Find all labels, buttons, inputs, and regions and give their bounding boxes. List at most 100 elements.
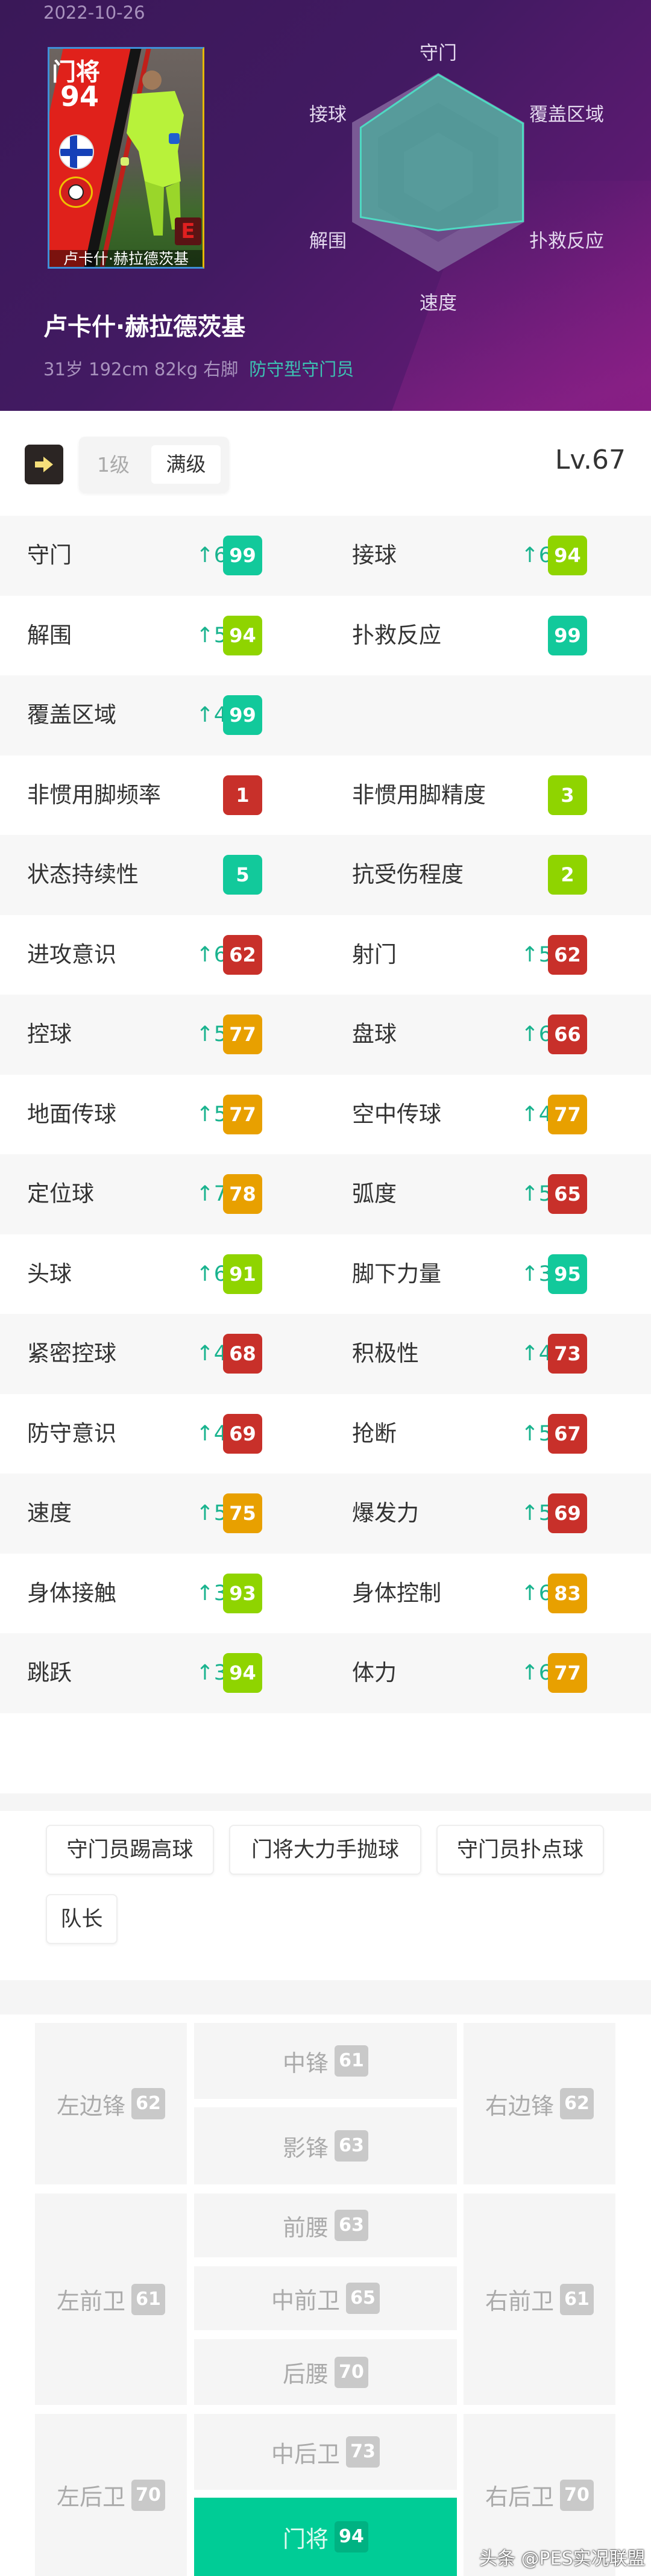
stat-cell: 地面传球 ↑5 77 xyxy=(0,1075,313,1155)
stat-row: 控球 ↑5 77 盘球 ↑6 66 xyxy=(0,995,651,1075)
position-label: 中后卫 xyxy=(271,2440,340,2468)
stat-cell: 覆盖区域 ↑4 99 xyxy=(0,675,313,755)
stat-label: 身体接触 xyxy=(27,1580,116,1606)
position-cell-cmf[interactable]: 中前卫 65 xyxy=(194,2266,457,2330)
stat-label: 体力 xyxy=(352,1660,397,1686)
stat-value-badge: 95 xyxy=(548,1254,587,1294)
stat-row: 解围 ↑5 94 扑救反应 99 xyxy=(0,596,651,676)
position-label: 左边锋 xyxy=(56,2092,125,2119)
stat-cell: 体力 ↑6 77 xyxy=(325,1633,638,1713)
stat-cell: 紧密控球 ↑4 68 xyxy=(0,1314,313,1394)
stats-table: 守门 ↑6 99 接球 ↑6 94 解围 ↑5 94 扑救反应 99 覆盖区域 ↑4 99 非惯用脚频率 1 非… xyxy=(0,516,651,1713)
stat-value-badge: 99 xyxy=(223,536,262,575)
stat-label: 守门 xyxy=(27,542,72,568)
skill-tag[interactable]: 守门员扑点球 xyxy=(436,1825,604,1875)
stat-value-badge: 3 xyxy=(548,775,587,815)
player-role: 防守型守门员 xyxy=(249,359,354,380)
stat-delta: ↑4 xyxy=(521,1102,552,1127)
stat-cell: 守门 ↑6 99 xyxy=(0,516,313,596)
radar-label: 扑救反应 xyxy=(529,230,604,252)
stat-label: 积极性 xyxy=(352,1340,419,1366)
stat-value-badge: 94 xyxy=(548,536,587,575)
stat-value-badge: 78 xyxy=(223,1174,262,1214)
stat-value-badge: 66 xyxy=(548,1014,587,1054)
stat-value-badge: 69 xyxy=(548,1493,587,1533)
stat-row: 守门 ↑6 99 接球 ↑6 94 xyxy=(0,516,651,596)
stat-value-badge: 67 xyxy=(548,1413,587,1454)
stat-cell: 身体控制 ↑6 83 xyxy=(325,1554,638,1634)
radar-label: 解围 xyxy=(309,230,347,252)
radar-label: 守门 xyxy=(420,42,457,64)
stat-label: 扑救反应 xyxy=(352,622,441,648)
stat-row: 定位球 ↑7 78 弧度 ↑5 65 xyxy=(0,1154,651,1234)
stat-cell: 空中传球 ↑4 77 xyxy=(325,1075,638,1155)
stat-delta: ↑4 xyxy=(196,1342,227,1366)
radar-label: 速度 xyxy=(420,292,457,314)
stat-value-badge: 83 xyxy=(548,1573,587,1613)
position-rating-badge: 70 xyxy=(131,2479,165,2511)
stat-value-badge: 68 xyxy=(223,1334,262,1374)
stat-label: 解围 xyxy=(27,622,72,648)
compare-button[interactable] xyxy=(25,445,63,484)
arrow-right-icon xyxy=(35,457,53,472)
stat-value-badge: 62 xyxy=(548,934,587,975)
form-grade-badge: E xyxy=(175,217,201,245)
stat-label: 盘球 xyxy=(352,1021,397,1047)
position-cell-rmf[interactable]: 右前卫 61 xyxy=(464,2193,615,2405)
stat-delta: ↑5 xyxy=(196,623,227,648)
position-cell-ss[interactable]: 影锋 63 xyxy=(194,2107,457,2184)
position-label: 前腰 xyxy=(282,2214,329,2241)
position-cell-cb[interactable]: 中后卫 73 xyxy=(194,2414,457,2490)
position-cell-rwf[interactable]: 右边锋 62 xyxy=(464,2023,615,2184)
radar-label: 覆盖区域 xyxy=(529,104,604,126)
stat-label: 进攻意识 xyxy=(27,941,116,968)
stat-delta: ↑5 xyxy=(196,1102,227,1127)
stat-label: 射门 xyxy=(352,941,397,968)
card-position: 门将 xyxy=(52,58,100,86)
stat-delta: ↑4 xyxy=(521,1342,552,1366)
position-rating-badge: 94 xyxy=(335,2521,368,2553)
stat-cell: 速度 ↑5 75 xyxy=(0,1474,313,1554)
stat-row: 身体接触 ↑3 93 身体控制 ↑6 83 xyxy=(0,1554,651,1634)
skill-tag[interactable]: 门将大力手抛球 xyxy=(229,1825,421,1875)
stat-value-badge: 77 xyxy=(223,1014,262,1054)
position-cell-dmf[interactable]: 后腰 70 xyxy=(194,2339,457,2405)
position-rating-badge: 62 xyxy=(560,2088,594,2119)
position-rating-badge: 63 xyxy=(335,2130,368,2162)
stat-value-badge: 77 xyxy=(548,1653,587,1693)
position-cell-cf[interactable]: 中锋 61 xyxy=(194,2023,457,2099)
stat-cell: 抗受伤程度 2 xyxy=(325,835,638,915)
finland-flag-icon xyxy=(59,134,94,169)
position-cell-lmf[interactable]: 左前卫 61 xyxy=(35,2193,187,2405)
position-rating-badge: 63 xyxy=(335,2210,368,2241)
skill-tag[interactable]: 队长 xyxy=(46,1894,118,1944)
stat-cell: 扑救反应 99 xyxy=(325,596,638,676)
skill-tag[interactable]: 守门员踢高球 xyxy=(46,1825,214,1875)
club-crest-icon xyxy=(59,177,93,208)
radar-chart: 守门 覆盖区域 扑救反应 速度 解围 接球 xyxy=(309,36,604,319)
position-cell-lb[interactable]: 左后卫 70 xyxy=(35,2414,187,2576)
stat-delta: ↑7 xyxy=(196,1182,227,1206)
position-label: 左后卫 xyxy=(56,2484,125,2510)
stat-delta: ↑5 xyxy=(521,1182,552,1206)
stat-delta: ↑6 xyxy=(521,543,552,567)
stat-label: 脚下力量 xyxy=(352,1260,441,1287)
level-option-1[interactable]: 1级 xyxy=(97,453,130,477)
stat-value-badge: 99 xyxy=(223,695,262,735)
position-cell-lwf[interactable]: 左边锋 62 xyxy=(35,2023,187,2184)
position-cell-amf[interactable]: 前腰 63 xyxy=(194,2193,457,2257)
position-cell-rb[interactable]: 右后卫 70 xyxy=(464,2414,615,2576)
stat-cell: 定位球 ↑7 78 xyxy=(0,1154,313,1234)
position-rating-badge: 70 xyxy=(335,2356,368,2388)
stat-label: 控球 xyxy=(27,1021,72,1047)
stat-label: 状态持续性 xyxy=(27,861,139,887)
position-rating-badge: 61 xyxy=(335,2045,368,2077)
position-cell-gk[interactable]: 门将 94 xyxy=(194,2498,457,2576)
position-label: 中前卫 xyxy=(271,2287,340,2314)
stat-cell: 弧度 ↑5 65 xyxy=(325,1154,638,1234)
stat-delta: ↑5 xyxy=(521,942,552,967)
level-option-max[interactable]: 满级 xyxy=(151,445,221,484)
stat-delta: ↑4 xyxy=(196,703,227,727)
player-card[interactable]: 门将 94 E 卢卡什·赫拉德茨基 xyxy=(48,47,204,269)
stat-label: 覆盖区域 xyxy=(27,702,116,728)
